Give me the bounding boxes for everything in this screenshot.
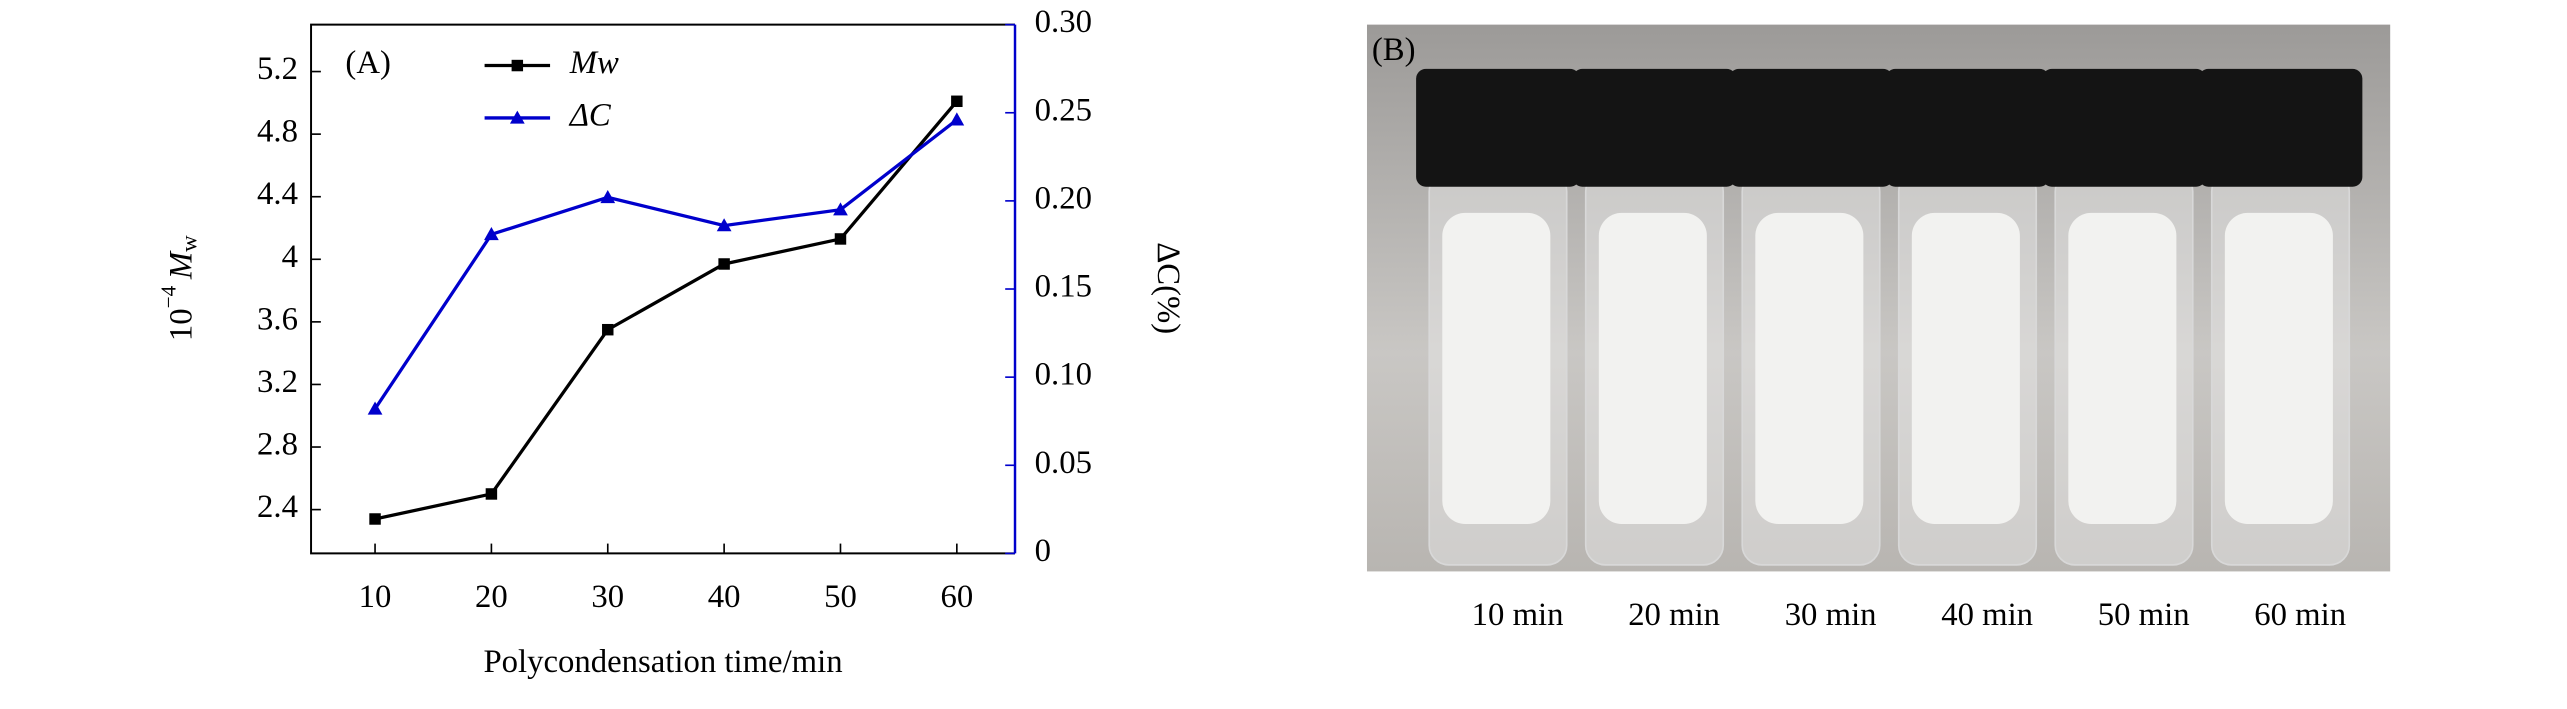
legend-label: ΔC [568, 97, 612, 133]
x-axis-label: Polycondensation time/min [483, 644, 842, 680]
x-tick-label: 60 [940, 579, 973, 615]
y2-tick-label: 0.25 [1035, 92, 1092, 128]
vial-content [1755, 212, 1864, 524]
x-tick-label: 20 [475, 579, 508, 615]
series-line [373, 118, 958, 410]
y2-tick-label: 0 [1035, 533, 1051, 569]
point [949, 112, 965, 126]
caption: 60 min [2254, 597, 2346, 633]
plot-frame [310, 23, 1016, 555]
y-tick-label: 2.4 [257, 489, 298, 525]
point [718, 258, 730, 270]
legend-marker [509, 110, 525, 124]
point [833, 202, 848, 216]
point [485, 488, 498, 500]
legend-label: Mw [569, 45, 619, 81]
y2-tick-label: 0.15 [1035, 269, 1092, 305]
y-tick-label: 5.2 [257, 51, 298, 87]
y-label-subscript: w [177, 235, 202, 252]
point [716, 218, 732, 232]
y-tick-label: 4 [282, 239, 298, 275]
y-tick-label: 3.6 [257, 301, 298, 337]
series-line [374, 100, 959, 521]
point [369, 513, 381, 525]
point [951, 95, 963, 108]
vial-content [1911, 212, 2020, 524]
x-tick-label: 10 [359, 579, 392, 615]
vial-cap [1885, 68, 2050, 187]
y-axis-label: 10−4 Mw [156, 235, 202, 341]
caption: 20 min [1628, 597, 1720, 633]
y2-tick-label: 0.05 [1035, 445, 1092, 481]
x-tick-label: 40 [708, 579, 741, 615]
vial-cap [2198, 68, 2363, 187]
x-tick-label: 30 [591, 579, 624, 615]
y2-tick-label: 0.10 [1035, 357, 1092, 393]
point [834, 233, 847, 245]
legend-marker [511, 59, 524, 72]
vial-cap [1729, 68, 1893, 187]
vial-cap [1416, 68, 1580, 187]
vial-content [1442, 212, 1551, 524]
caption: 10 min [1472, 597, 1564, 633]
y-tick-label: 4.4 [257, 176, 298, 212]
point [367, 401, 383, 415]
vial-content [2068, 212, 2177, 524]
y-label-exponent: −4 [156, 285, 180, 308]
y2-axis-label: ΔC(%) [1150, 242, 1186, 334]
caption: 30 min [1785, 597, 1877, 633]
point [600, 189, 616, 204]
y-tick-label: 4.8 [257, 114, 298, 150]
caption: 40 min [1941, 597, 2033, 633]
y2-tick-label: 0.20 [1035, 180, 1092, 216]
y-tick-label: 3.2 [257, 364, 298, 400]
caption: 50 min [2098, 597, 2190, 633]
vial-content [2224, 212, 2333, 524]
vial-cap [1572, 68, 1737, 187]
x-tick-label: 50 [824, 579, 857, 615]
vial-cap [2042, 68, 2206, 187]
vial-content [1598, 212, 1707, 524]
y-label-symbol: M [163, 250, 199, 280]
photo-label: (B) [1372, 32, 1416, 68]
panel-label: (A) [345, 45, 390, 81]
y2-tick-label: 0.30 [1035, 4, 1092, 40]
point [484, 227, 499, 241]
y-tick-label: 2.8 [257, 427, 298, 463]
y-label-base: 10 [163, 308, 199, 341]
vials [1416, 68, 2363, 566]
point [602, 323, 614, 336]
